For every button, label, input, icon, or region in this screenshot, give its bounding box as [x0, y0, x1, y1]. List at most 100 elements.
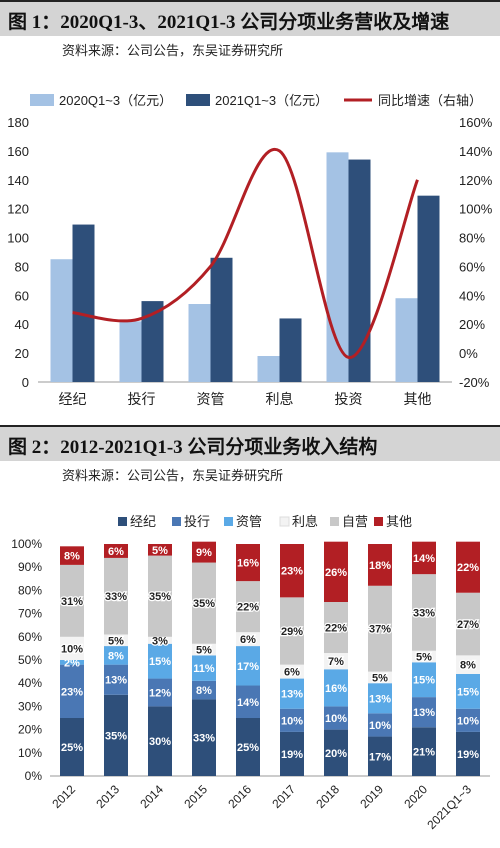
y-tick-label: 90% — [18, 560, 42, 574]
segment-label: 5% — [372, 672, 388, 684]
figure-1-title: 图 1：2020Q1-3、2021Q1-3 公司分项业务营收及增速 — [8, 12, 450, 33]
bar-2021 — [279, 318, 302, 382]
segment-自营 — [148, 555, 172, 637]
segment-投行 — [412, 697, 436, 728]
legend-label-5: 其他 — [386, 514, 412, 529]
segment-label: 23% — [61, 686, 83, 698]
segment-资管 — [60, 660, 84, 665]
y-tick-label: 80 — [15, 259, 29, 274]
segment-label: 19% — [457, 749, 479, 761]
segment-label: 14% — [237, 697, 259, 709]
segment-label: 35% — [105, 730, 127, 742]
x-tick-label: 2019 — [357, 782, 386, 811]
x-tick-label: 资管 — [197, 391, 225, 407]
segment-自营 — [280, 597, 304, 665]
y-tick-label: 80% — [18, 583, 42, 597]
segment-label: 25% — [61, 742, 83, 754]
segment-投行 — [280, 708, 304, 732]
segment-label: 14% — [413, 553, 435, 565]
segment-资管 — [456, 673, 480, 709]
segment-label: 22% — [325, 623, 347, 635]
y2-tick-label: 120% — [459, 173, 493, 188]
segment-label: 21% — [413, 747, 435, 759]
segment-投行 — [192, 680, 216, 700]
y2-tick-label: 80% — [459, 231, 485, 246]
segment-其他 — [192, 541, 216, 563]
legend-swatch-3 — [279, 516, 290, 527]
segment-label: 18% — [369, 560, 391, 572]
bar-2021 — [72, 224, 95, 382]
y2-tick-label: 60% — [459, 259, 485, 274]
segment-其他 — [60, 546, 84, 565]
segment-资管 — [104, 646, 128, 665]
segment-资管 — [324, 669, 348, 707]
segment-投行 — [60, 664, 84, 718]
legend-label-1: 投行 — [184, 514, 210, 529]
segment-资管 — [192, 655, 216, 681]
segment-label: 17% — [369, 751, 391, 763]
segment-label: 7% — [328, 656, 344, 668]
segment-利息 — [412, 650, 436, 663]
x-tick-label: 2021Q1~3 — [424, 782, 474, 832]
segment-资管 — [368, 683, 392, 714]
legend-label-4: 自营 — [342, 514, 368, 529]
segment-利息 — [324, 653, 348, 670]
segment-label: 35% — [149, 591, 171, 603]
segment-利息 — [192, 643, 216, 656]
y-tick-label: 0% — [25, 769, 43, 783]
segment-其他 — [236, 544, 260, 582]
segment-label: 13% — [281, 689, 303, 701]
segment-经纪 — [456, 731, 480, 776]
segment-label: 8% — [108, 650, 124, 662]
legend-label-0: 经纪 — [130, 514, 156, 529]
x-tick-label: 投资 — [335, 391, 363, 407]
segment-利息 — [280, 664, 304, 679]
figure-2-source: 资料来源：公司公告，东吴证券研究所 — [62, 468, 284, 483]
legend-swatch-5 — [374, 517, 383, 526]
segment-label: 20% — [325, 748, 347, 760]
segment-经纪 — [148, 706, 172, 776]
segment-label: 27% — [457, 619, 479, 631]
figure-2-header: 图 2：2012-2021Q1-3 公司分项业务收入结构 — [0, 425, 500, 461]
legend-label-1: 2021Q1~3（亿元） — [215, 93, 328, 108]
segment-label: 15% — [149, 656, 171, 668]
bar-2021 — [417, 195, 440, 382]
x-tick-label: 投行 — [128, 391, 156, 407]
segment-label: 6% — [284, 667, 300, 679]
legend-swatch-0 — [118, 517, 127, 526]
segment-label: 15% — [457, 686, 479, 698]
segment-自营 — [192, 562, 216, 644]
segment-自营 — [456, 592, 480, 656]
y-tick-label: 20% — [18, 723, 42, 737]
y-tick-label: 60 — [15, 288, 29, 303]
segment-投行 — [236, 685, 260, 718]
segment-利息 — [104, 634, 128, 647]
segment-利息 — [148, 636, 172, 644]
y-tick-label: 20 — [15, 346, 29, 361]
bar-2020 — [395, 298, 418, 382]
figure-2-title: 图 2：2012-2021Q1-3 公司分项业务收入结构 — [8, 437, 378, 458]
segment-资管 — [148, 643, 172, 679]
x-tick-label: 2017 — [269, 782, 298, 811]
segment-label: 5% — [152, 545, 168, 557]
y-tick-label: 70% — [18, 607, 42, 621]
segment-label: 30% — [149, 736, 171, 748]
legend-label-2: 资管 — [236, 514, 262, 529]
segment-自营 — [104, 557, 128, 635]
segment-自营 — [236, 581, 260, 633]
x-tick-label: 2018 — [313, 782, 342, 811]
segment-利息 — [368, 671, 392, 684]
y-tick-label: 0 — [22, 375, 29, 390]
segment-label: 33% — [413, 607, 435, 619]
segment-投行 — [368, 713, 392, 737]
segment-label: 16% — [237, 558, 259, 570]
segment-label: 5% — [416, 652, 432, 664]
legend-swatch-2 — [224, 517, 233, 526]
segment-label: 19% — [281, 749, 303, 761]
figure-1-chart: 2020Q1~3（亿元） 2021Q1~3（亿元） 同比增速（右轴） 0 20 40 60 8… — [7, 93, 493, 407]
bar-2020 — [326, 152, 349, 382]
y2-tick-label: 20% — [459, 317, 485, 332]
y-tick-label: 100% — [11, 537, 42, 551]
y-tick-label: 40% — [18, 676, 42, 690]
segment-其他 — [280, 544, 304, 598]
